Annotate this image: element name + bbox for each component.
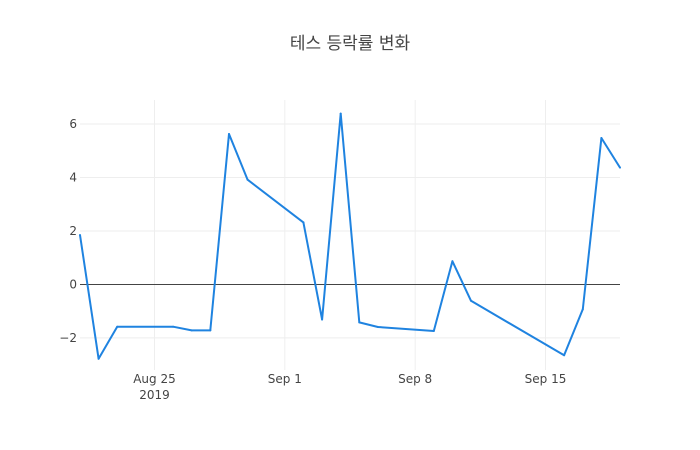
y-axis-ticks: −2 0 2 4 6	[59, 117, 77, 345]
data-point	[190, 329, 193, 332]
y-tick-label: 4	[69, 171, 77, 185]
x-tick-label: Sep 1	[268, 372, 302, 386]
data-point	[116, 325, 119, 328]
x-tick-sublabel: 2019	[139, 388, 170, 402]
y-tick-label: 0	[69, 277, 77, 291]
data-point	[376, 325, 379, 328]
x-axis-ticks: Aug 25 2019 Sep 1 Sep 8 Sep 15	[133, 372, 566, 402]
data-point	[600, 136, 603, 139]
y-tick-label: 2	[69, 224, 77, 238]
data-point	[97, 357, 100, 360]
x-tick-label: Aug 25	[133, 372, 176, 386]
data-point	[246, 178, 249, 181]
grid-layer	[80, 100, 620, 370]
data-point	[209, 329, 212, 332]
chart-title: 테스 등락률 변화	[290, 34, 411, 54]
data-point	[321, 318, 324, 321]
data-point	[563, 354, 566, 357]
data-point	[79, 234, 81, 236]
data-point	[302, 221, 305, 224]
data-point	[451, 260, 454, 263]
data-point	[358, 321, 361, 324]
y-tick-label: 6	[69, 117, 77, 131]
data-point	[470, 299, 473, 302]
data-point	[227, 132, 230, 135]
series-layer	[79, 112, 621, 360]
data-point	[581, 308, 584, 311]
data-point	[619, 166, 621, 169]
y-tick-label: −2	[59, 331, 77, 345]
data-point	[432, 329, 435, 332]
data-point	[339, 112, 342, 115]
x-tick-label: Sep 15	[525, 372, 567, 386]
data-point	[172, 325, 175, 328]
x-tick-label: Sep 8	[398, 372, 432, 386]
series-line	[79, 112, 621, 360]
